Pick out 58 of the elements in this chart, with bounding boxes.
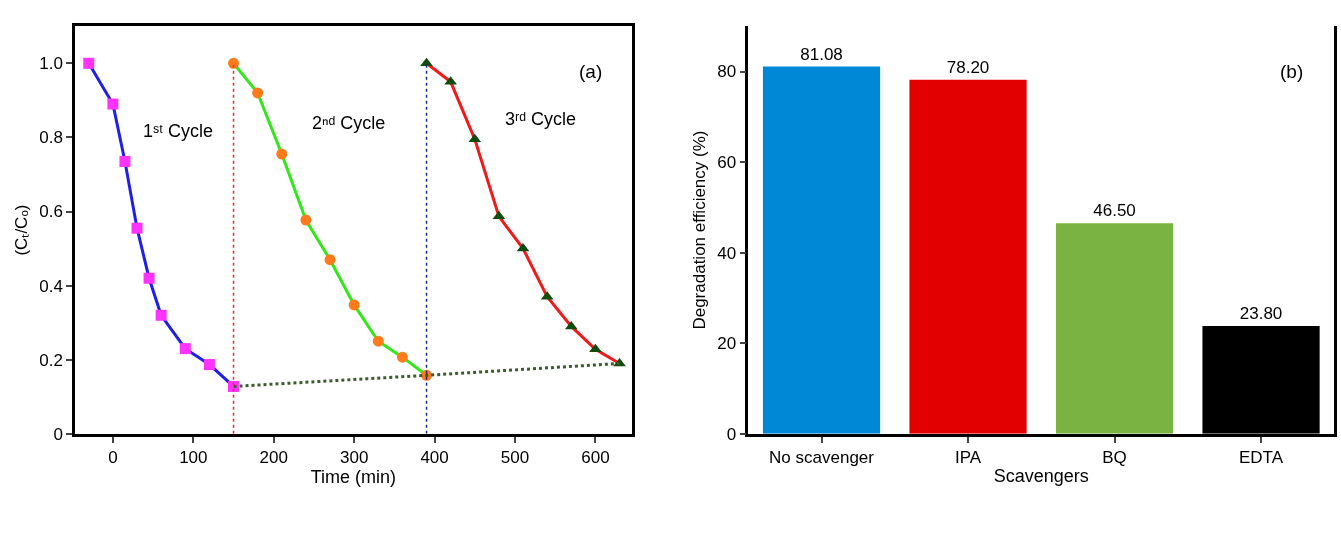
point — [324, 254, 336, 266]
point — [131, 222, 143, 234]
bar — [1055, 223, 1174, 434]
point — [179, 343, 191, 355]
y-tick-label: 0.6 — [39, 202, 63, 222]
x-tick-label: BQ — [1102, 448, 1127, 468]
x-tick-label: 100 — [179, 448, 208, 468]
point — [564, 320, 578, 330]
x-tick-label: 0 — [108, 448, 118, 468]
point — [203, 359, 215, 371]
x-axis-title: Scavengers — [993, 466, 1089, 487]
x-tick-label: 200 — [259, 448, 288, 468]
y-tick-label: 40 — [717, 243, 737, 263]
annotation: (a) — [579, 61, 603, 82]
x-tick-label: 400 — [420, 448, 449, 468]
series-label: 2ⁿᵈ Cycle — [312, 113, 386, 133]
series-label: 1ˢᵗ Cycle — [143, 121, 214, 141]
point — [276, 148, 288, 160]
point — [252, 87, 264, 99]
y-tick-label: 0.8 — [39, 128, 63, 148]
point — [300, 214, 312, 226]
y-axis-title: Degradation efficiency (%) — [689, 130, 709, 330]
bar — [909, 79, 1027, 434]
x-axis-title: Time (min) — [310, 467, 397, 488]
point — [119, 155, 131, 167]
point — [83, 57, 95, 69]
y-tick-label: 0.2 — [39, 350, 63, 370]
point — [372, 335, 384, 347]
data-label: 81.08 — [800, 44, 843, 64]
y-tick-label: 0 — [53, 424, 63, 444]
y-tick-label: 0 — [726, 424, 737, 444]
point — [396, 351, 408, 363]
annotation: (b) — [1280, 61, 1304, 82]
y-tick-label: 20 — [717, 334, 737, 354]
point — [107, 98, 119, 110]
x-tick-label: EDTA — [1239, 448, 1284, 468]
y-tick-label: 0.4 — [39, 276, 63, 296]
y-tick-label: 1.0 — [39, 54, 63, 74]
series-label: 3ʳᵈ Cycle — [505, 109, 577, 129]
point — [143, 272, 155, 284]
data-label: 23.80 — [1239, 304, 1283, 324]
y-tick-label: 60 — [717, 153, 737, 173]
y-axis-title: (Cₜ/Cₒ) — [11, 204, 31, 256]
data-label: 46.50 — [1093, 201, 1136, 221]
x-tick-label: 300 — [339, 448, 369, 468]
y-tick-label: 80 — [717, 62, 737, 82]
x-tick-label: IPA — [954, 448, 982, 468]
point — [492, 210, 506, 220]
point — [228, 57, 240, 69]
point — [589, 343, 602, 353]
data-label: 78.20 — [946, 57, 990, 77]
x-tick-label: 600 — [581, 448, 610, 468]
point — [155, 309, 167, 321]
x-tick-label: 500 — [500, 448, 530, 468]
x-tick-label: No scavenger — [769, 448, 875, 468]
bar — [762, 66, 881, 434]
point — [420, 57, 433, 67]
point — [348, 299, 360, 311]
